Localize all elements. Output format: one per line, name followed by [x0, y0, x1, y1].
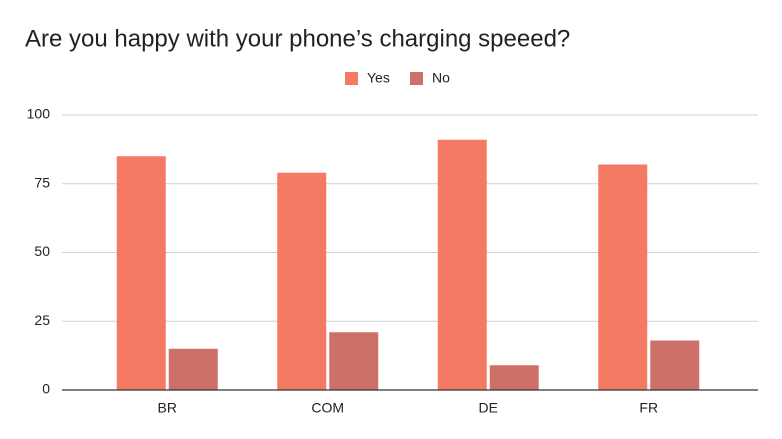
y-tick-label: 75 — [34, 174, 50, 190]
x-tick-label: BR — [158, 400, 177, 416]
bar — [168, 348, 218, 390]
x-tick-label: FR — [639, 400, 658, 416]
bar — [650, 340, 700, 390]
y-tick-label: 25 — [34, 312, 50, 328]
chart-title: Are you happy with your phone’s charging… — [25, 25, 570, 52]
bar — [116, 156, 166, 390]
legend-swatch — [410, 72, 423, 85]
legend-label: No — [432, 70, 450, 86]
y-tick-label: 50 — [34, 243, 50, 259]
x-tick-label: COM — [311, 400, 344, 416]
bar — [329, 332, 379, 390]
bar — [437, 139, 487, 390]
bar — [277, 172, 327, 390]
legend-swatch — [345, 72, 358, 85]
x-tick-label: DE — [479, 400, 498, 416]
bar — [489, 365, 539, 390]
y-tick-label: 100 — [27, 106, 51, 122]
legend-label: Yes — [367, 70, 390, 86]
bar — [598, 164, 648, 390]
y-tick-label: 0 — [42, 381, 50, 397]
